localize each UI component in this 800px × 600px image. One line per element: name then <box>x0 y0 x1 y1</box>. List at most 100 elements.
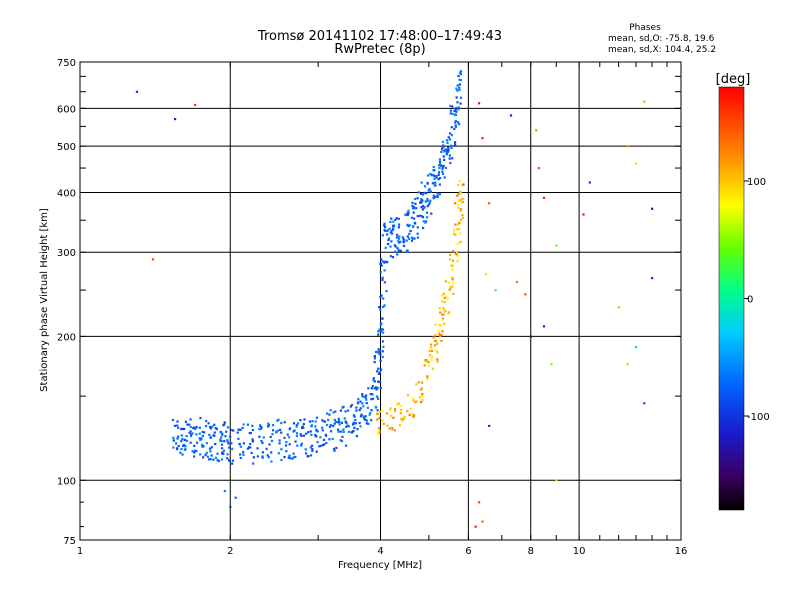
o-mode-echo <box>411 201 414 204</box>
o-mode-echo <box>389 231 392 234</box>
o-mode-echo <box>322 438 326 442</box>
o-mode-echo <box>432 165 435 169</box>
o-mode-echo <box>389 245 392 248</box>
o-mode-echo <box>407 224 410 228</box>
o-mode-echo <box>189 441 192 444</box>
o-mode-echo <box>407 209 410 212</box>
o-mode-echo <box>227 459 231 462</box>
o-mode-echo <box>171 418 175 422</box>
o-mode-echo <box>278 442 281 445</box>
o-mode-echo <box>193 427 197 430</box>
o-mode-echo <box>201 445 204 448</box>
o-mode-echo <box>416 215 419 218</box>
o-mode-echo <box>455 110 458 113</box>
sporadic-echo <box>535 129 538 132</box>
grid-lines <box>80 62 681 540</box>
x-mode-echo <box>391 428 394 431</box>
o-mode-echo <box>445 153 448 156</box>
o-mode-echo <box>342 430 345 433</box>
x-mode-echo <box>440 339 443 342</box>
o-mode-echo <box>386 242 390 246</box>
o-mode-echo <box>438 183 441 186</box>
o-mode-echo <box>421 199 424 202</box>
o-mode-echo <box>242 423 245 426</box>
o-mode-echo <box>308 420 311 423</box>
o-mode-echo <box>360 413 363 416</box>
o-mode-echo <box>354 418 357 422</box>
o-mode-echo <box>252 456 255 459</box>
o-mode-echo <box>405 250 408 253</box>
o-mode-echo <box>442 155 445 158</box>
x-mode-echo <box>457 223 460 226</box>
o-mode-echo <box>266 425 270 428</box>
o-mode-echo <box>433 169 436 172</box>
o-mode-echo <box>333 418 336 422</box>
o-mode-echo <box>287 436 291 439</box>
o-mode-echo <box>231 462 234 465</box>
o-mode-echo <box>220 443 224 446</box>
x-mode-echo <box>378 430 381 433</box>
o-mode-echo <box>288 428 291 431</box>
o-mode-echo <box>344 444 348 447</box>
o-mode-echo <box>321 429 324 432</box>
o-mode-echo <box>364 396 367 399</box>
o-mode-echo <box>420 181 423 184</box>
sporadic-echo <box>194 103 197 107</box>
o-mode-echo <box>454 113 457 117</box>
o-mode-echo <box>374 386 377 389</box>
o-mode-echo <box>229 435 232 438</box>
o-mode-echo <box>375 388 378 391</box>
o-mode-echo <box>411 225 415 228</box>
x-mode-echo <box>419 388 422 391</box>
x-mode-echo <box>453 229 456 232</box>
o-mode-echo <box>205 442 208 445</box>
o-mode-echo <box>311 449 314 452</box>
o-mode-echo <box>438 193 441 196</box>
o-mode-echo <box>454 121 457 124</box>
o-mode-echo <box>291 457 294 460</box>
o-mode-echo <box>213 423 216 426</box>
o-mode-echo <box>380 322 383 325</box>
x-mode-echo <box>393 410 397 413</box>
x-mode-echo <box>397 402 400 405</box>
sporadic-echo <box>229 505 232 509</box>
o-mode-echo <box>371 393 374 396</box>
o-mode-echo <box>420 206 423 209</box>
o-mode-echo <box>316 441 319 444</box>
x-mode-echo <box>456 194 459 197</box>
o-mode-echo <box>325 423 329 427</box>
o-mode-echo <box>338 423 341 426</box>
o-mode-echo <box>223 440 226 443</box>
sporadic-echo <box>643 100 646 103</box>
o-mode-echo <box>351 430 354 433</box>
o-mode-echo <box>426 211 429 214</box>
x-mode-echo <box>443 296 446 300</box>
x-mode-echo <box>436 358 439 361</box>
o-mode-echo <box>379 359 382 362</box>
sporadic-echo <box>555 479 558 482</box>
o-mode-echo <box>199 416 202 420</box>
x-mode-echo <box>377 427 381 430</box>
phase-info-heading: Phases <box>629 23 661 33</box>
o-mode-echo <box>429 199 432 202</box>
o-mode-echo <box>278 439 281 442</box>
sporadic-echo <box>529 335 532 338</box>
o-mode-echo <box>387 238 390 242</box>
o-mode-echo <box>228 446 231 449</box>
x-mode-echo <box>459 240 462 244</box>
o-mode-echo <box>198 432 201 435</box>
o-mode-echo <box>370 419 373 422</box>
o-mode-echo <box>448 154 452 157</box>
o-mode-echo <box>221 433 224 436</box>
x-mode-echo <box>425 359 428 362</box>
x-mode-echo <box>457 193 460 196</box>
o-mode-echo <box>220 436 223 439</box>
o-mode-echo <box>365 419 368 422</box>
o-mode-echo <box>413 206 416 210</box>
x-mode-echo <box>381 409 384 412</box>
o-mode-echo <box>221 447 224 450</box>
x-mode-echo <box>456 228 459 231</box>
x-mode-echo <box>457 183 460 187</box>
o-mode-echo <box>261 455 264 458</box>
o-mode-echo <box>180 447 183 451</box>
